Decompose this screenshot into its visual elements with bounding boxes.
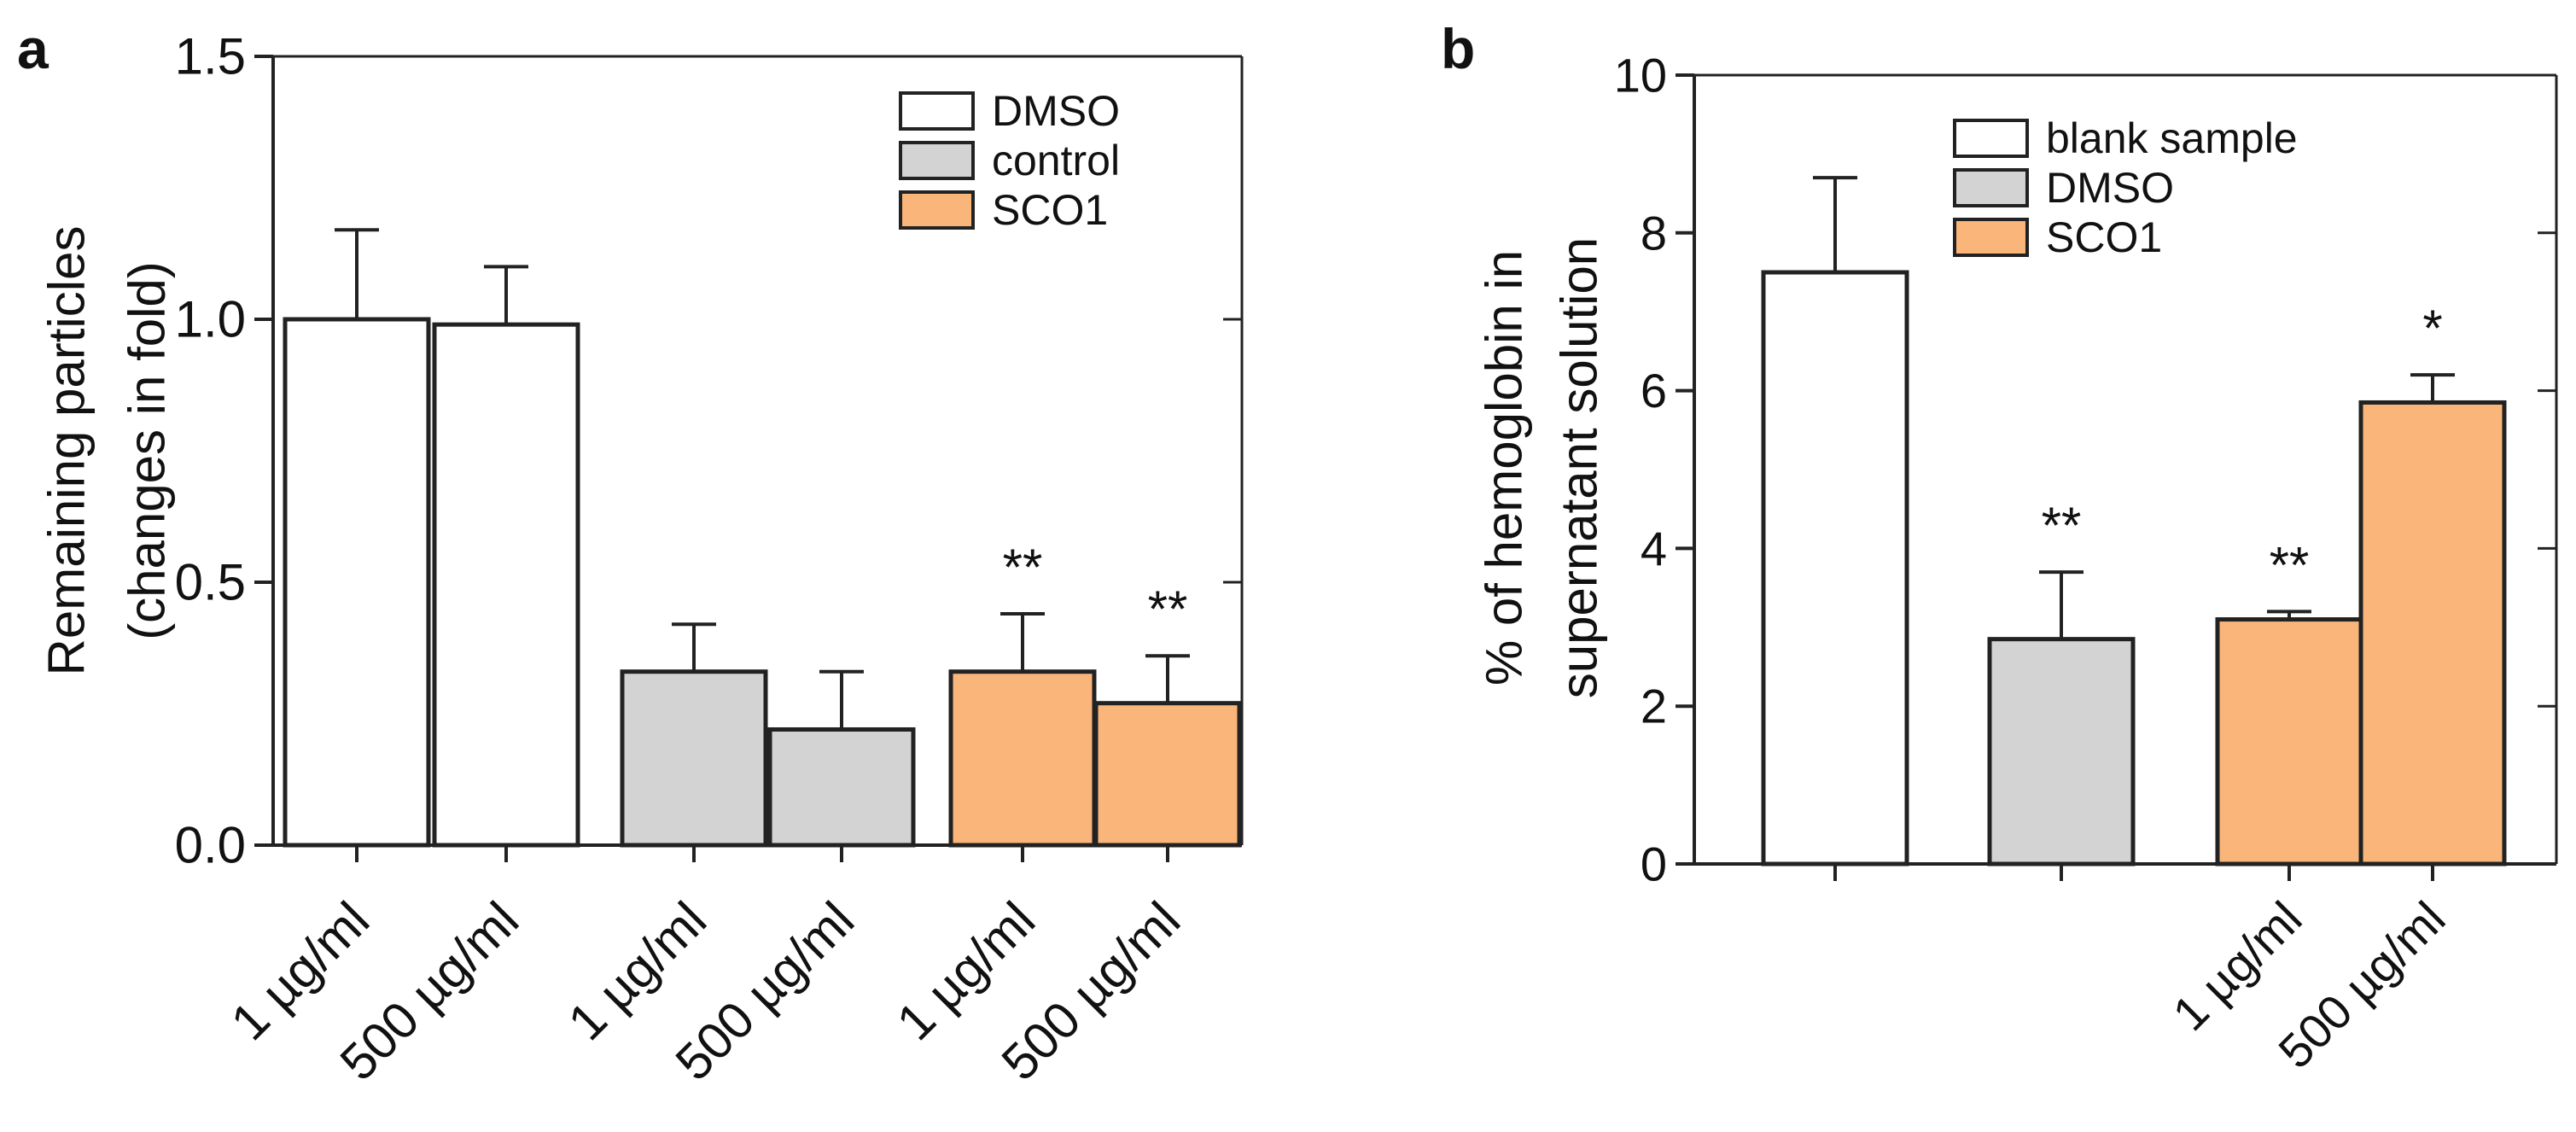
y-tick-label: 2 (1641, 680, 1667, 733)
bar (620, 669, 768, 848)
legend-swatch (1953, 119, 2029, 158)
legend-entry: blank sample (2046, 114, 2298, 162)
y-tick-label: 10 (1614, 49, 1667, 102)
bar (767, 726, 916, 848)
bar (2215, 617, 2363, 867)
bar (432, 322, 580, 848)
bar (1093, 701, 1242, 848)
legend-entry: SCO1 (992, 186, 1108, 234)
bar (1761, 270, 1909, 867)
legend-entry: SCO1 (2046, 213, 2162, 261)
y-tick-label: 6 (1641, 364, 1667, 417)
chart-panel-b: b % of hemoglobin in supernatant solution 0… (1441, 17, 2558, 1078)
y-tick-label: 0 (1641, 837, 1667, 891)
legend-swatch (1953, 218, 2029, 257)
chart-panel-a: a Remaining particles (changes in fold) 0.0… (17, 17, 1244, 1091)
y-axis-title-line1: Remaining particles (38, 226, 96, 676)
significance-annotation: ** (1148, 581, 1188, 638)
y-tick-label: 0.5 (175, 554, 246, 611)
significance-annotation: * (2422, 300, 2442, 357)
legend-swatch (899, 141, 975, 180)
legend-swatch (899, 91, 975, 131)
y-tick-label: 0.0 (175, 817, 246, 874)
legend-swatch (1953, 168, 2029, 207)
significance-annotation: ** (2042, 497, 2082, 554)
bar (283, 317, 431, 848)
legend-entry: DMSO (992, 87, 1120, 135)
bar (1987, 637, 2136, 867)
panel-label: a (17, 17, 50, 80)
significance-annotation: ** (1003, 539, 1043, 596)
legend-swatch (899, 190, 975, 230)
y-tick-label: 1.0 (175, 291, 246, 348)
y-axis-title-line1: % of hemoglobin in (1476, 250, 1533, 686)
bar (2358, 400, 2507, 867)
panel-label: b (1441, 17, 1475, 80)
significance-annotation: ** (2270, 536, 2310, 593)
y-axis-title-line2: (changes in fold) (119, 261, 176, 640)
y-tick-label: 8 (1641, 206, 1667, 260)
legend-entry: DMSO (2046, 164, 2174, 212)
legend-entry: control (992, 137, 1120, 184)
y-tick-label: 1.5 (175, 28, 246, 85)
bar (948, 669, 1097, 848)
y-tick-label: 4 (1641, 522, 1667, 575)
y-axis-title-line2: supernatant solution (1551, 237, 1608, 698)
